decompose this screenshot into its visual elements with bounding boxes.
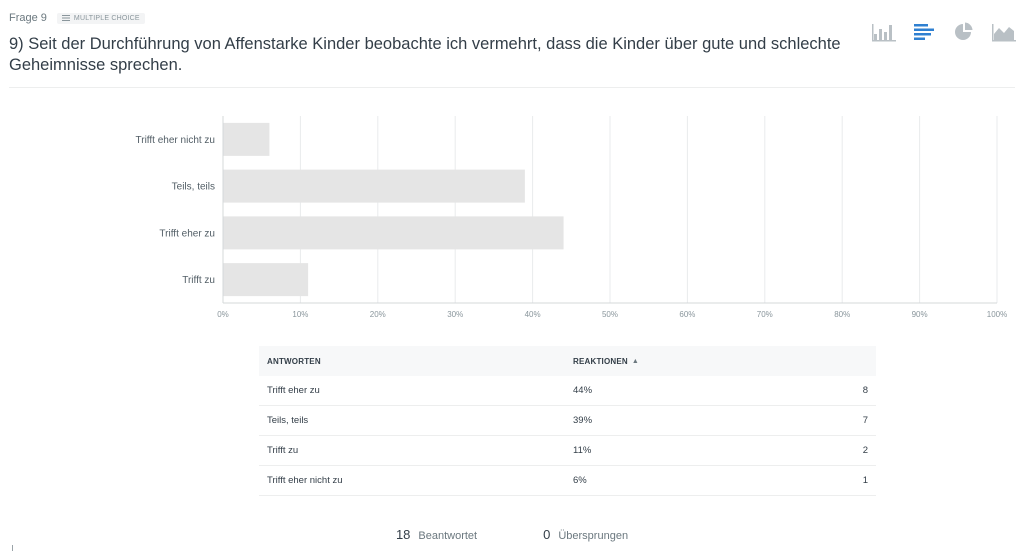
table-row: Teils, teils 39% 7: [259, 405, 876, 436]
question-meta: Frage 9 MULTIPLE CHOICE: [9, 12, 145, 24]
table-header-row: ANTWORTEN REAKTIONEN ▲︎: [259, 346, 876, 376]
x-tick-label: 30%: [447, 310, 463, 319]
answer-label: Trifft zu: [259, 435, 565, 466]
bar: [223, 169, 525, 203]
header-divider: [9, 87, 1015, 88]
x-tick-label: 20%: [370, 310, 386, 319]
bar: [223, 122, 270, 156]
answer-percent: 44%: [565, 376, 851, 406]
header-reactions[interactable]: REAKTIONEN ▲︎: [565, 346, 851, 376]
header-answers: ANTWORTEN: [259, 346, 565, 376]
x-tick-label: 40%: [525, 310, 541, 319]
answer-percent: 6%: [565, 465, 851, 496]
list-icon: [61, 15, 70, 21]
answer-percent: 11%: [565, 435, 851, 466]
x-tick-label: 50%: [602, 310, 618, 319]
bar: [223, 216, 564, 250]
question-type-badge: MULTIPLE CHOICE: [56, 12, 145, 24]
x-tick-label: 0%: [217, 310, 229, 319]
question-type-label: MULTIPLE CHOICE: [73, 14, 140, 22]
sort-icon[interactable]: ▲︎: [631, 357, 640, 365]
category-label: Trifft eher nicht zu: [136, 135, 215, 146]
answer-table: ANTWORTEN REAKTIONEN ▲︎ Trifft eher zu 44…: [259, 346, 876, 496]
answer-count: 1: [851, 465, 876, 496]
table-row: Trifft zu 11% 2: [259, 435, 876, 466]
category-label: Trifft eher zu: [159, 228, 215, 239]
edge-marker: [12, 545, 13, 551]
answer-percent: 39%: [565, 405, 851, 436]
question-number: Frage 9: [9, 12, 47, 24]
question-title: 9) Seit der Durchführung von Affenstarke…: [9, 35, 841, 74]
vertical-bar-chart-icon[interactable]: [872, 22, 896, 42]
answer-count: 8: [851, 376, 876, 406]
skipped-summary: 0 Übersprungen: [543, 527, 628, 542]
x-tick-label: 90%: [912, 310, 928, 319]
horizontal-bar-chart-icon[interactable]: [912, 22, 936, 42]
bar: [223, 263, 309, 297]
x-tick-label: 100%: [987, 310, 1007, 319]
answered-summary: 18 Beantwortet: [396, 527, 477, 542]
header-count: [851, 346, 876, 376]
header-reactions-label: REAKTIONEN: [573, 356, 628, 366]
skipped-label: Übersprungen: [558, 530, 629, 542]
table-row: Trifft eher zu 44% 8: [259, 376, 876, 406]
response-summary: 18 Beantwortet 0 Übersprungen: [0, 527, 1024, 542]
horizontal-bar-chart: 0% 10% 20% 30% 40% 50% 60% 70% 80% 90% 100% Trifft …: [136, 116, 1007, 319]
answer-count: 2: [851, 435, 876, 466]
answer-label: Teils, teils: [259, 405, 565, 436]
x-tick-label: 80%: [834, 310, 850, 319]
answer-count: 7: [851, 405, 876, 436]
area-chart-icon[interactable]: [992, 22, 1016, 42]
category-label: Teils, teils: [172, 182, 215, 193]
x-tick-label: 10%: [292, 310, 308, 319]
answer-label: Trifft eher nicht zu: [259, 465, 565, 496]
x-tick-label: 60%: [679, 310, 695, 319]
table-row: Trifft eher nicht zu 6% 1: [259, 465, 876, 496]
answered-label: Beantwortet: [418, 530, 478, 542]
pie-chart-icon[interactable]: [952, 22, 976, 42]
x-tick-label: 70%: [757, 310, 773, 319]
chart-type-switcher: [872, 22, 1016, 42]
answer-label: Trifft eher zu: [259, 376, 565, 406]
category-label: Trifft zu: [182, 275, 215, 286]
answered-count: 18: [395, 527, 411, 542]
skipped-count: 0: [543, 527, 551, 542]
